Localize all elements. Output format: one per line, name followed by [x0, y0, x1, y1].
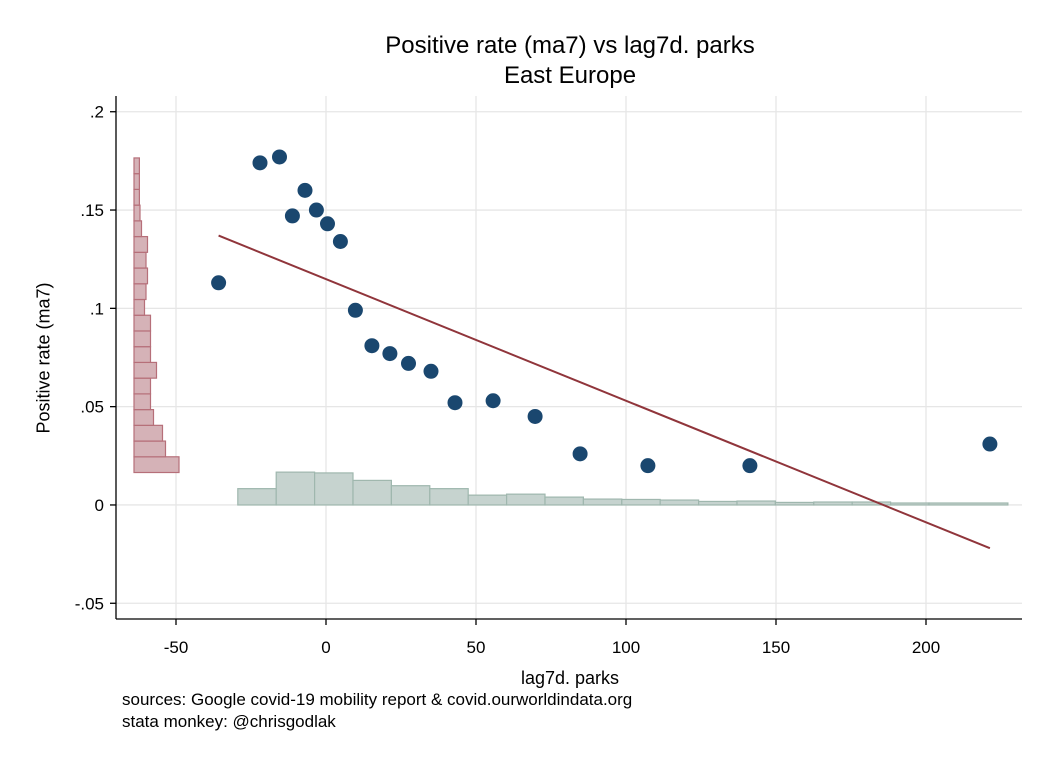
grid-lines: [116, 96, 1022, 619]
data-point: [252, 155, 268, 171]
y-histogram-bar: [133, 157, 141, 175]
x-histogram-bar: [659, 499, 700, 506]
y-histogram-bar: [133, 267, 149, 285]
x-histogram-bar: [582, 498, 623, 506]
data-point: [332, 233, 348, 249]
y-tick-label: .2: [90, 103, 104, 122]
y-histogram-bar: [133, 346, 152, 364]
author-note: stata monkey: @chrisgodlak: [122, 712, 336, 731]
x-histogram-bar: [736, 500, 777, 506]
data-point: [572, 446, 588, 462]
x-histogram-bar: [697, 500, 738, 506]
data-point: [527, 408, 543, 424]
y-axis-label: Positive rate (ma7): [33, 282, 54, 434]
x-histogram-bar: [390, 485, 431, 506]
fit-line: [218, 234, 991, 550]
x-histogram-bar: [889, 502, 930, 506]
x-histogram-bar: [506, 493, 546, 506]
y-histogram-bar: [133, 456, 180, 474]
y-histogram-bar: [133, 173, 141, 190]
y-histogram-bar: [133, 440, 167, 458]
data-points: [211, 149, 998, 474]
axes: -.05 0 .05 .1 .15 .2 -50 0 50 100 150 200: [75, 96, 1022, 657]
data-point: [364, 338, 380, 354]
x-histogram: [237, 471, 1009, 506]
data-point: [382, 346, 398, 362]
data-point: [320, 216, 335, 232]
data-point: [982, 436, 998, 452]
y-histogram-bar: [133, 298, 146, 316]
x-histogram-bar: [352, 479, 393, 506]
y-histogram-bar: [133, 220, 143, 238]
y-histogram-bar: [133, 377, 152, 395]
data-point: [308, 202, 324, 218]
x-axis-label: lag7d. parks: [520, 668, 620, 688]
source-note: sources: Google covid-19 mobility report…: [122, 690, 633, 709]
x-histogram-bar: [813, 501, 853, 506]
data-point: [447, 395, 463, 411]
x-tick-label: 0: [321, 638, 330, 657]
data-point: [423, 363, 439, 379]
data-point: [297, 182, 313, 198]
y-histogram-bar: [133, 283, 147, 301]
x-tick-label: 50: [467, 638, 486, 657]
y-tick-label: 0: [95, 496, 104, 515]
x-histogram-bar: [429, 488, 469, 506]
x-histogram-bar: [237, 488, 277, 506]
data-point: [640, 458, 656, 474]
y-tick-label: -.05: [75, 594, 104, 613]
y-histogram-bar: [133, 393, 152, 411]
data-point: [211, 275, 227, 291]
x-histogram-bar: [774, 501, 815, 506]
x-histogram-bar: [544, 496, 585, 506]
chart-title: Positive rate (ma7) vs lag7d. parks: [385, 32, 755, 59]
y-histogram-bar: [133, 235, 149, 253]
data-point: [272, 149, 287, 165]
y-histogram-bar: [133, 409, 155, 426]
x-histogram-bar: [467, 494, 508, 506]
data-point: [284, 208, 300, 224]
x-tick-label: 200: [912, 638, 940, 657]
y-tick-label: .05: [80, 398, 104, 417]
data-point: [485, 393, 501, 409]
x-tick-label: -50: [164, 638, 189, 657]
y-histogram-bar: [133, 188, 141, 206]
x-histogram-bar: [314, 472, 354, 506]
x-tick-label: 150: [762, 638, 790, 657]
y-histogram-bar: [133, 361, 158, 379]
y-histogram: [133, 157, 180, 474]
chart-subtitle: East Europe: [503, 62, 637, 89]
y-histogram-bar: [133, 204, 141, 222]
y-tick-label: .1: [90, 299, 104, 318]
y-histogram-bar: [133, 330, 152, 348]
x-histogram-bar: [928, 502, 1009, 506]
y-histogram-bar: [133, 251, 147, 269]
y-tick-label: .15: [80, 201, 104, 220]
x-histogram-bar: [275, 471, 316, 506]
data-point: [742, 458, 758, 474]
fit-line-group: [218, 234, 991, 550]
x-histogram-bar: [851, 501, 892, 506]
x-histogram-bar: [621, 498, 661, 506]
y-histogram-bar: [133, 424, 164, 442]
data-point: [347, 302, 363, 318]
y-histogram-bar: [133, 314, 152, 332]
data-point: [401, 355, 416, 371]
x-tick-label: 100: [612, 638, 640, 657]
